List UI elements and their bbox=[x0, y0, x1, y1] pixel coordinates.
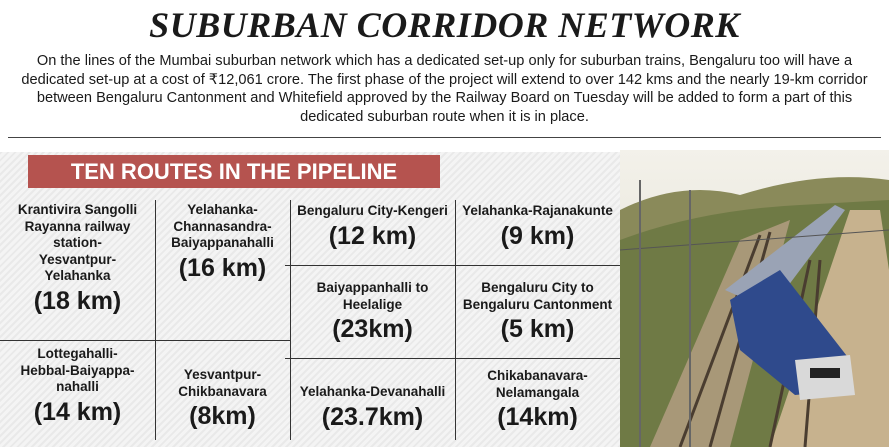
route: Baiyappanhalli to Heelalige (23km) bbox=[290, 280, 455, 345]
route-name: Yelahanka-Rajanakunte bbox=[462, 203, 613, 218]
route-name: Channasandra- bbox=[173, 218, 272, 234]
route-name: Yelahanka bbox=[44, 268, 111, 283]
route-name: nahalli bbox=[56, 379, 99, 394]
route-name: Yesvantpur- bbox=[183, 367, 262, 382]
route-length: (18 km) bbox=[33, 286, 122, 315]
route-length: (9 km) bbox=[500, 221, 575, 250]
route-length: (23km) bbox=[332, 315, 413, 343]
route-length: (5 km) bbox=[500, 315, 575, 343]
route-name: Yelahanka-Devanahalli bbox=[299, 384, 446, 399]
route: Yelahanka-Rajanakunte (9 km) bbox=[455, 203, 620, 252]
route-name: Chikabanavara- bbox=[487, 368, 588, 383]
route-name: Krantivira Sangolli bbox=[17, 202, 138, 217]
route-name: Yelahanka- bbox=[187, 202, 258, 217]
divider bbox=[285, 358, 620, 359]
route-name: Heelalige bbox=[342, 296, 403, 312]
route-name: Baiyappanhalli to bbox=[316, 280, 429, 295]
route-name: Nelamangala bbox=[495, 384, 580, 400]
route-length: (16 km) bbox=[178, 253, 267, 282]
route-length: (14km) bbox=[497, 403, 578, 431]
routes-panel bbox=[0, 152, 640, 447]
route-name: Hebbal-Baiyappa- bbox=[20, 362, 135, 378]
route-name: station- bbox=[53, 235, 102, 250]
route: Krantivira Sangolli Rayanna railway statio… bbox=[0, 202, 155, 317]
route-length: (8km) bbox=[189, 402, 256, 430]
route-name: Yesvantpur- bbox=[38, 251, 117, 267]
route-name: Lottegahalli- bbox=[37, 346, 118, 361]
route-name: Bengaluru Cantonment bbox=[462, 296, 613, 312]
train-photo bbox=[620, 150, 889, 447]
route-name: Chikbanavara bbox=[178, 383, 267, 399]
divider bbox=[455, 200, 456, 440]
route-length: (12 km) bbox=[328, 221, 417, 250]
route-name: Bengaluru City to bbox=[481, 280, 594, 295]
title: SUBURBAN CORRIDOR NETWORK bbox=[149, 5, 740, 45]
route: Bengaluru City to Bengaluru Cantonment (5 … bbox=[455, 280, 620, 345]
divider bbox=[285, 265, 620, 266]
route: Chikabanavara- Nelamangala (14km) bbox=[455, 368, 620, 433]
route-name: Rayanna railway bbox=[24, 218, 131, 234]
route: Yelahanka-Devanahalli (23.7km) bbox=[290, 384, 455, 433]
route: Bengaluru City-Kengeri (12 km) bbox=[290, 203, 455, 252]
route: Yelahanka- Channasandra- Baiyappanahalli (1… bbox=[155, 202, 290, 284]
route-length: (23.7km) bbox=[321, 402, 424, 431]
divider bbox=[8, 137, 881, 138]
section-heading: TEN ROUTES IN THE PIPELINE bbox=[28, 155, 440, 188]
intro: On the lines of the Mumbai suburban netw… bbox=[21, 53, 868, 125]
route-name: Baiyappanahalli bbox=[171, 235, 274, 250]
divider bbox=[0, 340, 290, 341]
divider bbox=[155, 200, 156, 440]
route-name: Bengaluru City-Kengeri bbox=[297, 203, 448, 218]
divider bbox=[290, 200, 291, 440]
route: Lottegahalli- Hebbal-Baiyappa-nahalli (14 … bbox=[0, 346, 155, 428]
route: Yesvantpur- Chikbanavara (8km) bbox=[155, 367, 290, 432]
route-length: (14 km) bbox=[33, 397, 122, 426]
